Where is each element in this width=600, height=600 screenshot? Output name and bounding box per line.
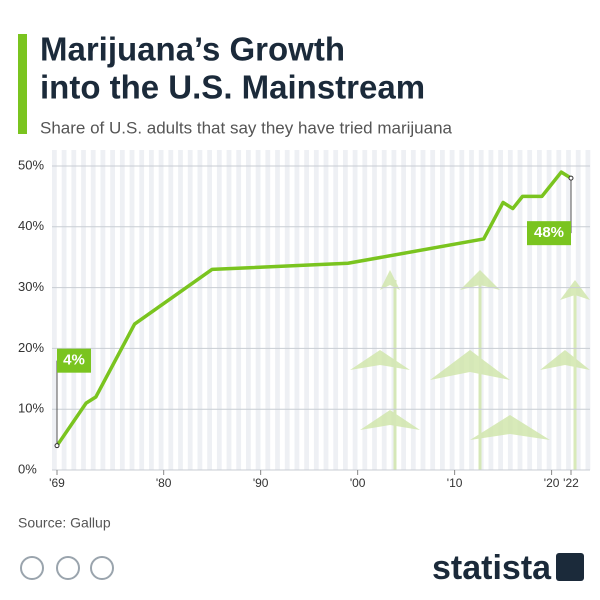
plot: 0% 10% 20% 30% 40% 50% '69 '80 '90 '00 '10 '20'22 4%… [18, 157, 590, 490]
stripe [401, 150, 406, 470]
stripe [275, 150, 280, 470]
y-tick-label: 30% [18, 279, 44, 294]
x-tick-label: '80 [156, 476, 172, 490]
stripe [469, 150, 474, 470]
x-tick-label: '69 [49, 476, 65, 490]
stripe [537, 150, 542, 470]
stripe [149, 150, 154, 470]
stripe [575, 150, 581, 470]
stripe [323, 150, 329, 470]
x-tick-label: '10 [447, 476, 463, 490]
stripe [440, 150, 445, 470]
stripe [294, 150, 300, 470]
stripe [420, 150, 426, 470]
stripe [333, 150, 339, 470]
stripe [139, 150, 145, 470]
stripe [81, 150, 86, 470]
brand: statista [432, 549, 552, 587]
stripe [207, 150, 212, 470]
x-tick-label: '00 [350, 476, 366, 490]
point-marker [568, 175, 574, 181]
stripe [507, 150, 513, 470]
stripe [71, 150, 77, 470]
stripe [304, 150, 309, 470]
stripe [449, 150, 455, 470]
y-tick-label: 10% [18, 401, 44, 416]
stripe [255, 150, 261, 470]
background-stripes [52, 150, 591, 470]
y-tick-label: 20% [18, 340, 44, 355]
stripe [343, 150, 348, 470]
label-box [57, 348, 91, 373]
stripe [110, 150, 115, 470]
label-box [527, 221, 571, 246]
chart-subtitle: Share of U.S. adults that say they have … [40, 118, 453, 137]
y-tick-label: 0% [18, 461, 37, 476]
stripe [246, 150, 251, 470]
stripe [566, 150, 571, 470]
brand-logo [556, 553, 584, 581]
stripe [158, 150, 164, 470]
stripe [498, 150, 503, 470]
stripe [226, 150, 232, 470]
stripe [90, 150, 96, 470]
stripe [129, 150, 135, 470]
stripe [381, 150, 387, 470]
plant-illustration [350, 270, 590, 470]
x-tick-label: '90 [253, 476, 269, 490]
stripe [585, 150, 591, 470]
stripe [556, 150, 562, 470]
data-label: 48% [534, 224, 564, 241]
stripe [352, 150, 358, 470]
source: Source: Gallup [18, 515, 111, 531]
stripe [216, 150, 222, 470]
accent-bar [18, 34, 27, 134]
stripe [362, 150, 368, 470]
x-tick-label: '20 [544, 476, 560, 490]
y-tick-label: 40% [18, 218, 44, 233]
x-tick-label: '22 [563, 476, 579, 490]
stripe [410, 150, 416, 470]
stripe [187, 150, 193, 470]
stripe [488, 150, 494, 470]
stripe [197, 150, 203, 470]
y-tick-label: 50% [18, 157, 44, 172]
stripe [168, 150, 174, 470]
stripe [100, 150, 106, 470]
license-icons [20, 556, 114, 580]
stripe [546, 150, 552, 470]
chart-title: Marijuana’s Growth [40, 31, 345, 68]
stripe [265, 150, 271, 470]
point-marker [54, 443, 60, 449]
stripe [430, 150, 436, 470]
data-label: 4% [63, 352, 85, 369]
stripe [61, 150, 67, 470]
stripe [527, 150, 533, 470]
stripe [284, 150, 290, 470]
stripe [52, 150, 57, 470]
line [55, 170, 572, 447]
stripe [517, 150, 523, 470]
stripe [236, 150, 242, 470]
stripe [178, 150, 183, 470]
chart-title: into the U.S. Mainstream [40, 69, 425, 106]
stripe [459, 150, 465, 470]
stripe [119, 150, 125, 470]
stripe [313, 150, 319, 470]
stripe [372, 150, 377, 470]
